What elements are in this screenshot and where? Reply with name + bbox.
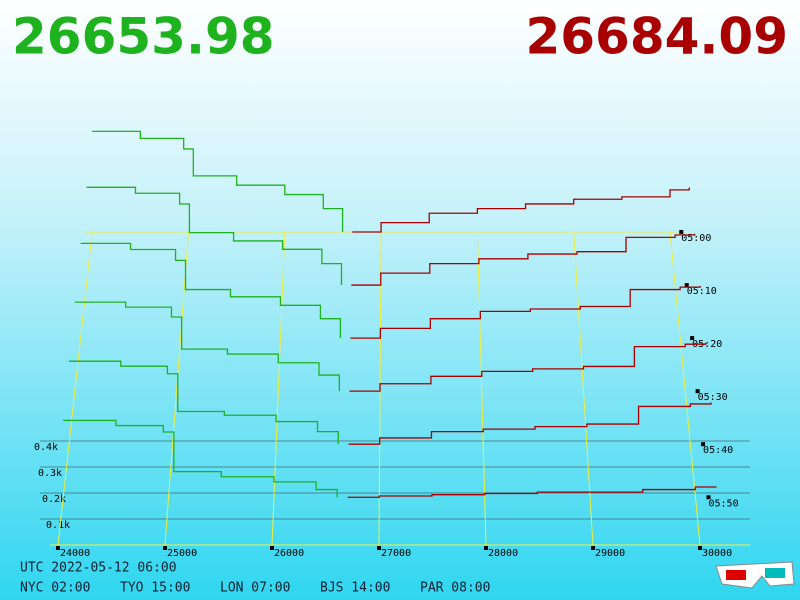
x-tick-mark	[484, 546, 488, 550]
time-tick-label: 05:30	[698, 392, 728, 403]
ask-depth-line	[351, 233, 696, 286]
y-tick-label: 0.2k	[42, 494, 66, 505]
x-tick-mark	[56, 546, 60, 550]
x-tick-mark	[377, 546, 381, 550]
grid-line	[164, 231, 189, 546]
x-tick-label: 29000	[595, 548, 625, 559]
x-tick-label: 26000	[274, 548, 304, 559]
clock: PAR 08:00	[420, 581, 490, 596]
bid-price: 26653.98	[12, 8, 275, 66]
x-tick-label: 30000	[702, 548, 732, 559]
ask-depth-line	[348, 402, 712, 445]
time-tick-mark	[701, 442, 706, 447]
bid-depth-line	[74, 301, 340, 392]
x-tick-label: 27000	[381, 548, 411, 559]
x-tick-label: 28000	[488, 548, 518, 559]
ask-price: 26684.09	[525, 8, 788, 66]
clock: TYO 15:00	[120, 581, 190, 596]
bid-depth-line	[86, 186, 343, 286]
time-tick-mark	[706, 495, 711, 500]
x-tick-mark	[270, 546, 274, 550]
grid-line	[57, 231, 93, 546]
ask-depth-line	[350, 285, 701, 339]
ask-depth-line	[349, 342, 707, 392]
bid-depth-line	[69, 360, 339, 445]
bid-depth-line	[80, 242, 342, 339]
ask-depth-line	[352, 187, 690, 233]
clock: NYC 02:00	[20, 581, 90, 596]
clock: BJS 14:00	[320, 581, 390, 596]
x-tick-label: 24000	[60, 548, 90, 559]
y-tick-label: 0.4k	[34, 442, 58, 453]
grid-line	[669, 231, 701, 546]
x-tick-mark	[591, 546, 595, 550]
time-tick-label: 05:40	[703, 445, 733, 456]
ask-depth-line	[347, 486, 717, 498]
time-tick-label: 05:10	[687, 286, 717, 297]
grid-line	[271, 231, 286, 546]
time-tick-label: 05:00	[681, 233, 711, 244]
y-tick-label: 0.1k	[46, 520, 70, 531]
x-tick-mark	[698, 546, 702, 550]
x-tick-mark	[163, 546, 167, 550]
time-tick-label: 05:50	[708, 498, 738, 509]
y-tick-label: 0.3k	[38, 468, 62, 479]
time-tick-label: 05:20	[692, 339, 722, 350]
glasses-icon	[715, 561, 795, 589]
time-tick-mark	[690, 336, 695, 341]
bid-depth-line	[63, 419, 338, 498]
clock: LON 07:00	[220, 581, 290, 596]
time-tick-mark	[679, 230, 684, 234]
grid-line	[573, 231, 594, 546]
utc-time: UTC 2022-05-12 06:00	[20, 561, 177, 576]
time-tick-mark	[695, 389, 700, 394]
x-tick-label: 25000	[167, 548, 197, 559]
time-tick-mark	[684, 283, 689, 288]
bid-depth-line	[92, 130, 344, 232]
